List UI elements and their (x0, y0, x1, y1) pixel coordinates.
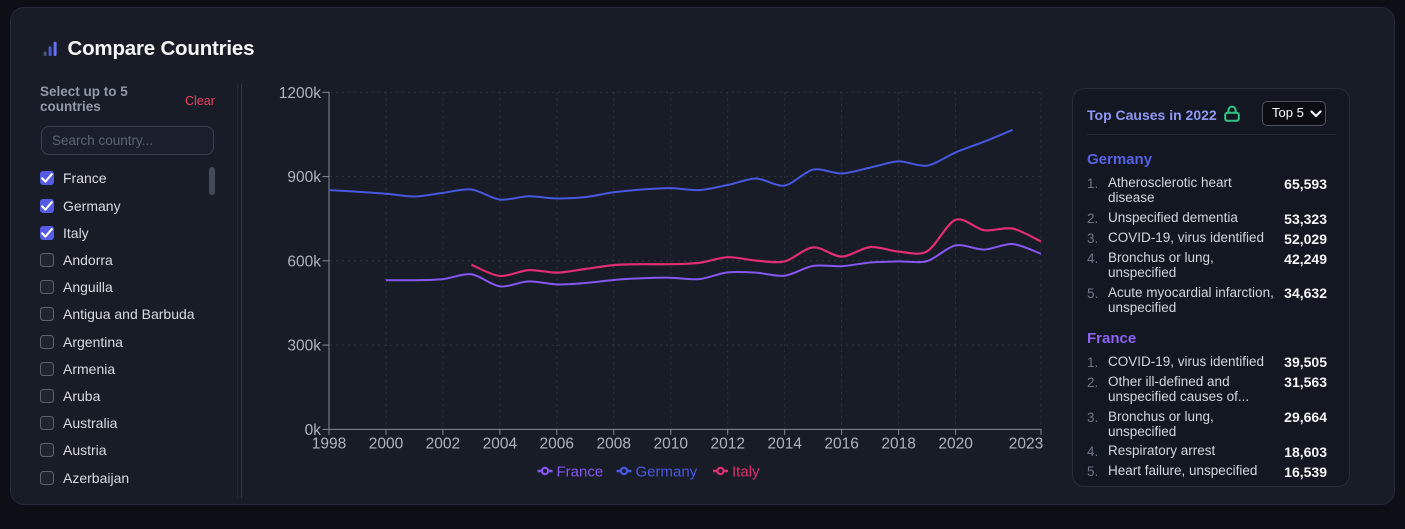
svg-text:2023: 2023 (1009, 436, 1043, 453)
svg-text:1998: 1998 (312, 436, 346, 453)
svg-text:2004: 2004 (483, 436, 518, 453)
svg-text:2010: 2010 (654, 436, 689, 453)
svg-text:2016: 2016 (824, 436, 858, 453)
svg-text:2014: 2014 (767, 436, 802, 453)
svg-text:300k: 300k (287, 338, 321, 355)
svg-text:Italy: Italy (732, 464, 760, 481)
svg-text:2002: 2002 (426, 436, 460, 453)
svg-text:2006: 2006 (540, 436, 574, 453)
svg-text:Germany: Germany (636, 464, 698, 481)
svg-text:2018: 2018 (881, 436, 915, 453)
svg-text:0k: 0k (305, 422, 322, 439)
svg-text:2008: 2008 (597, 436, 631, 453)
svg-text:1200k: 1200k (279, 85, 321, 102)
svg-text:France: France (557, 464, 604, 481)
svg-text:900k: 900k (287, 169, 321, 186)
svg-text:600k: 600k (287, 253, 321, 270)
svg-text:2000: 2000 (369, 436, 404, 453)
svg-text:2012: 2012 (710, 436, 744, 453)
svg-text:2020: 2020 (938, 436, 973, 453)
